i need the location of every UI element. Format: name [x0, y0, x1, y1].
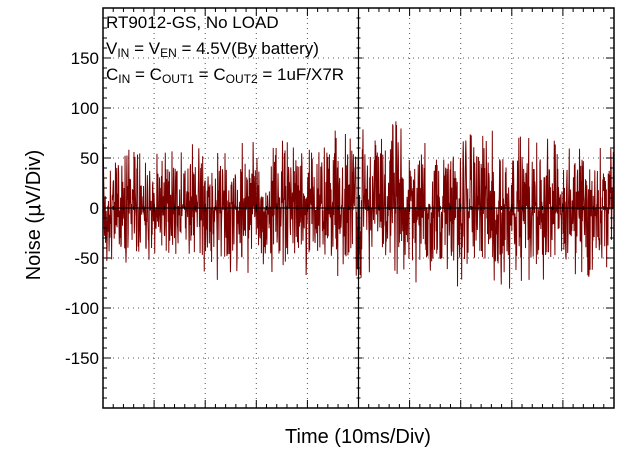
y-axis-label: Noise (μV/Div) [21, 150, 45, 281]
y-tick-label: -50 [74, 249, 99, 268]
annotation-text: = 1uF/X7R [258, 65, 344, 84]
y-tick-label: 0 [90, 199, 99, 218]
annotation-block: RT9012-GS, No LOAD VIN = VEN = 4.5V(By ba… [106, 13, 344, 86]
annotation-subscript: OUT2 [226, 72, 258, 86]
y-tick-label: 50 [80, 149, 99, 168]
annotation-line: CIN = COUT1 = COUT2 = 1uF/X7R [106, 65, 344, 86]
annotation-line: VIN = VEN = 4.5V(By battery) [106, 39, 319, 60]
annotation-text: = 4.5V(By battery) [177, 39, 319, 58]
annotation-text: = V [129, 39, 160, 58]
annotation-subscript: EN [160, 46, 177, 60]
y-tick-labels: 150 100 50 0 -50 -100 -150 [65, 49, 99, 368]
annotation-line: RT9012-GS, No LOAD [106, 13, 279, 32]
annotation-text: = C [130, 65, 162, 84]
annotation-text: RT9012-GS, No LOAD [106, 13, 279, 32]
annotation-text: V [106, 39, 118, 58]
annotation-subscript: OUT1 [162, 72, 194, 86]
y-tick-label: 150 [71, 49, 99, 68]
y-axis-label-suffix: V/Div) [23, 150, 45, 204]
y-axis-label-mu: μ [21, 204, 45, 217]
y-tick-label: 100 [71, 99, 99, 118]
plot-frame [102, 7, 615, 409]
y-tick-label: -150 [65, 349, 99, 368]
annotation-text: C [106, 65, 118, 84]
annotation-subscript: IN [117, 46, 129, 60]
annotation-text: = C [194, 65, 226, 84]
y-axis-label-prefix: Noise ( [23, 217, 45, 281]
y-tick-label: -100 [65, 299, 99, 318]
x-axis-label: Time (10ms/Div) [285, 426, 431, 448]
annotation-subscript: IN [118, 72, 130, 86]
